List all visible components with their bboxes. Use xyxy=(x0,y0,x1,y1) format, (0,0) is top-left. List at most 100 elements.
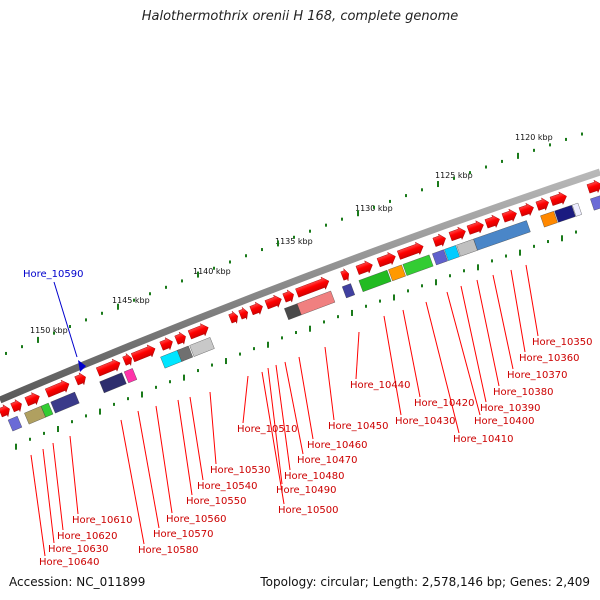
gene-arrow[interactable] xyxy=(282,288,296,304)
gene-block[interactable] xyxy=(99,372,127,394)
gene-label[interactable]: Hore_10380 xyxy=(493,387,554,398)
ruler-tick xyxy=(501,159,503,163)
gene-arrow[interactable] xyxy=(24,390,42,407)
gene-label[interactable]: Hore_10510 xyxy=(237,424,298,435)
gene-arrow[interactable] xyxy=(518,201,535,218)
gene-label[interactable]: Hore_10410 xyxy=(453,434,514,445)
gene-label[interactable]: Hore_10620 xyxy=(57,531,118,542)
gene-block[interactable] xyxy=(123,368,138,384)
gene-label[interactable]: Hore_10350 xyxy=(532,337,593,348)
gene-arrow[interactable] xyxy=(0,403,12,419)
gene-label[interactable]: Hore_10490 xyxy=(276,485,337,496)
lower-tick xyxy=(407,289,409,293)
gene-label[interactable]: Hore_10550 xyxy=(186,496,247,507)
gene-block[interactable] xyxy=(456,238,478,257)
highlight-gene-marker[interactable] xyxy=(78,360,86,372)
gene-label[interactable]: Hore_10560 xyxy=(166,514,227,525)
gene-label[interactable]: Hore_10420 xyxy=(414,398,475,409)
gene-arrow[interactable] xyxy=(484,213,502,230)
gene-block[interactable] xyxy=(341,283,356,299)
gene-block[interactable] xyxy=(358,269,392,292)
gene-arrow[interactable] xyxy=(586,178,600,195)
gene-arrow[interactable] xyxy=(448,225,467,243)
gene-block[interactable] xyxy=(444,245,460,261)
gene-block[interactable] xyxy=(473,220,531,251)
gene-label[interactable]: Hore_10540 xyxy=(197,481,258,492)
gene-arrow[interactable] xyxy=(466,219,485,237)
gene-arrow[interactable] xyxy=(159,336,175,353)
lower-tick xyxy=(477,264,479,271)
gene-arrow[interactable] xyxy=(238,306,250,321)
gene-arrow[interactable] xyxy=(249,300,265,316)
gene-arrow[interactable] xyxy=(535,196,551,212)
gene-block[interactable] xyxy=(554,205,576,223)
gene-labels: Hore_10350 Hore_10360 Hore_10370 Hore_10380… xyxy=(39,337,593,568)
gene-label[interactable]: Hore_10470 xyxy=(297,455,358,466)
ruler-tick xyxy=(53,331,55,335)
gene-arrow[interactable] xyxy=(340,268,351,283)
gene-arrow[interactable] xyxy=(95,357,122,378)
gene-label[interactable]: Hore_10640 xyxy=(39,557,100,568)
lower-tick xyxy=(57,426,59,433)
lower-tick xyxy=(533,244,535,248)
lower-tick xyxy=(435,279,437,286)
gene-label[interactable]: Hore_10500 xyxy=(278,505,339,516)
gene-arrow[interactable] xyxy=(174,330,188,346)
leader-line xyxy=(298,356,314,440)
ruler-tick xyxy=(261,248,263,252)
lower-tick xyxy=(491,259,493,263)
gene-label[interactable]: Hore_10370 xyxy=(507,370,568,381)
gene-arrow[interactable] xyxy=(295,275,331,299)
gene-arrow[interactable] xyxy=(396,240,426,261)
gene-block[interactable] xyxy=(572,202,582,217)
gene-arrow[interactable] xyxy=(264,293,284,311)
gene-block[interactable] xyxy=(177,345,193,362)
gene-block[interactable] xyxy=(40,402,54,418)
gene-block[interactable] xyxy=(540,211,558,228)
gene-arrow[interactable] xyxy=(355,259,375,277)
gene-label[interactable]: Hore_10460 xyxy=(307,440,368,451)
gene-label[interactable]: Hore_10400 xyxy=(474,416,535,427)
gene-arrow[interactable] xyxy=(228,310,240,325)
leader-line xyxy=(492,274,514,370)
gene-arrow[interactable] xyxy=(130,343,157,364)
gene-label[interactable]: Hore_10450 xyxy=(328,421,389,432)
lower-tick xyxy=(351,309,353,316)
gene-label[interactable]: Hore_10610 xyxy=(72,515,133,526)
gene-label[interactable]: Hore_10580 xyxy=(138,545,199,556)
gene-label[interactable]: Hore_10440 xyxy=(350,380,411,391)
gene-block[interactable] xyxy=(432,249,448,266)
ruler-tick xyxy=(165,285,167,289)
gene-block[interactable] xyxy=(296,290,336,316)
gene-label[interactable]: Hore_10530 xyxy=(210,465,271,476)
gene-block[interactable] xyxy=(50,391,80,414)
gene-arrow[interactable] xyxy=(549,190,568,207)
gene-label[interactable]: Hore_10570 xyxy=(153,529,214,540)
ruler-tick xyxy=(421,188,423,192)
highlight-gene-label[interactable]: Hore_10590 xyxy=(23,269,84,280)
gene-arrow[interactable] xyxy=(122,352,134,367)
gene-block[interactable] xyxy=(7,415,23,432)
gene-label[interactable]: Hore_10390 xyxy=(480,403,541,414)
lower-tick xyxy=(15,443,17,450)
gene-arrow[interactable] xyxy=(501,207,518,224)
gene-block[interactable] xyxy=(402,254,434,276)
gene-label[interactable]: Hore_10430 xyxy=(395,416,456,427)
gene-label[interactable]: Hore_10480 xyxy=(284,471,345,482)
gene-arrow[interactable] xyxy=(74,371,88,387)
gene-label[interactable]: Hore_10360 xyxy=(519,353,580,364)
map-title: Halothermothrix orenii H 168, complete g… xyxy=(141,9,459,24)
gene-block[interactable] xyxy=(388,264,406,282)
gene-label[interactable]: Hore_10630 xyxy=(48,544,109,555)
ruler-tick xyxy=(405,194,407,198)
lower-tick xyxy=(267,341,269,348)
gene-arrow[interactable] xyxy=(10,398,24,414)
gene-arrow[interactable] xyxy=(187,321,210,340)
gene-block[interactable] xyxy=(590,195,600,211)
ruler-tick xyxy=(453,176,455,180)
gene-arrow[interactable] xyxy=(432,232,448,248)
gene-block[interactable] xyxy=(189,337,215,357)
gene-arrow[interactable] xyxy=(376,250,397,268)
leader-line xyxy=(177,399,193,496)
gene-arrow[interactable] xyxy=(44,378,71,399)
